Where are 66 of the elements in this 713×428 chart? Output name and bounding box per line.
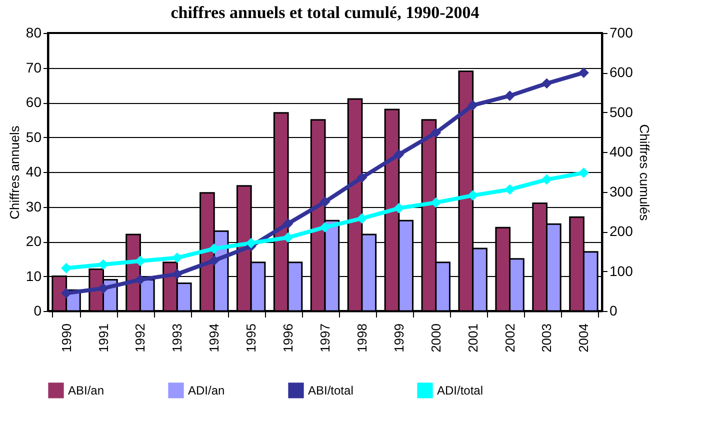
y-tick-label: 60 [26, 94, 42, 110]
y2-tick-label: 100 [610, 262, 634, 279]
x-tick-label: 1993 [170, 324, 185, 352]
y-tick-label: 0 [34, 302, 42, 318]
legend-label: ADI/an [188, 383, 225, 398]
legend-label: ABI/an [68, 383, 104, 398]
point [282, 232, 294, 243]
legend-label: ADI/total [437, 383, 484, 398]
legend-label: ABI/total [308, 383, 354, 398]
point [542, 78, 552, 89]
point [394, 202, 404, 214]
x-tick-label: 2002 [502, 324, 518, 352]
y2-tick-label: 500 [610, 104, 634, 120]
point [578, 168, 589, 178]
y-tick-label: 30 [26, 198, 42, 214]
x-tick-label: 2000 [428, 324, 444, 352]
point [578, 67, 589, 78]
x-tick-label: 1994 [206, 324, 222, 352]
point [542, 174, 552, 185]
chart-title: chiffres annuels et total cumulé, 1990-2004 [170, 3, 480, 22]
point [98, 283, 108, 294]
y2-axis-title: Chiffres cumulés [636, 124, 652, 222]
x-tick-label: 2003 [539, 324, 554, 352]
x-tick-label: 1992 [132, 324, 148, 352]
point [208, 255, 220, 266]
x-tick-label: 1999 [391, 324, 406, 352]
point [246, 238, 256, 248]
y2-tick-label: 600 [610, 64, 634, 80]
y-tick-label: 80 [26, 24, 42, 40]
x-tick-label: 1991 [96, 324, 111, 352]
point [504, 184, 516, 195]
point [394, 149, 404, 160]
point [282, 218, 294, 229]
point [172, 252, 182, 264]
x-tick-label: 1990 [58, 324, 74, 352]
point [134, 274, 146, 285]
y-tick-label: 40 [26, 164, 42, 180]
x-tick-label: 2004 [576, 324, 592, 352]
point [61, 262, 72, 274]
point [504, 90, 516, 101]
x-tick-label: 1996 [280, 324, 296, 352]
y-tick-label: 50 [26, 128, 42, 145]
point [172, 268, 182, 280]
point [430, 127, 442, 138]
y2-tick-label: 400 [610, 144, 634, 160]
point [98, 259, 108, 270]
y2-tick-label: 700 [610, 24, 634, 40]
point [320, 196, 330, 208]
point [430, 197, 442, 208]
x-tick-label: 1998 [354, 324, 370, 352]
y2-tick-label: 0 [610, 302, 618, 318]
y2-tick-label: 300 [610, 183, 634, 200]
x-tick-label: 2001 [465, 324, 480, 352]
y-tick-label: 10 [26, 268, 42, 284]
point [320, 222, 330, 232]
y2-tick-label: 200 [610, 223, 634, 240]
y-tick-label: 70 [26, 59, 42, 76]
x-tick-label: 1995 [244, 324, 259, 352]
point [356, 213, 368, 224]
point [208, 243, 220, 254]
y-tick-label: 20 [26, 233, 42, 249]
y-axis-title: Chiffres annuels [6, 125, 22, 220]
point [468, 100, 478, 111]
x-tick-label: 1997 [318, 324, 332, 352]
point [356, 172, 368, 183]
point [468, 190, 478, 201]
